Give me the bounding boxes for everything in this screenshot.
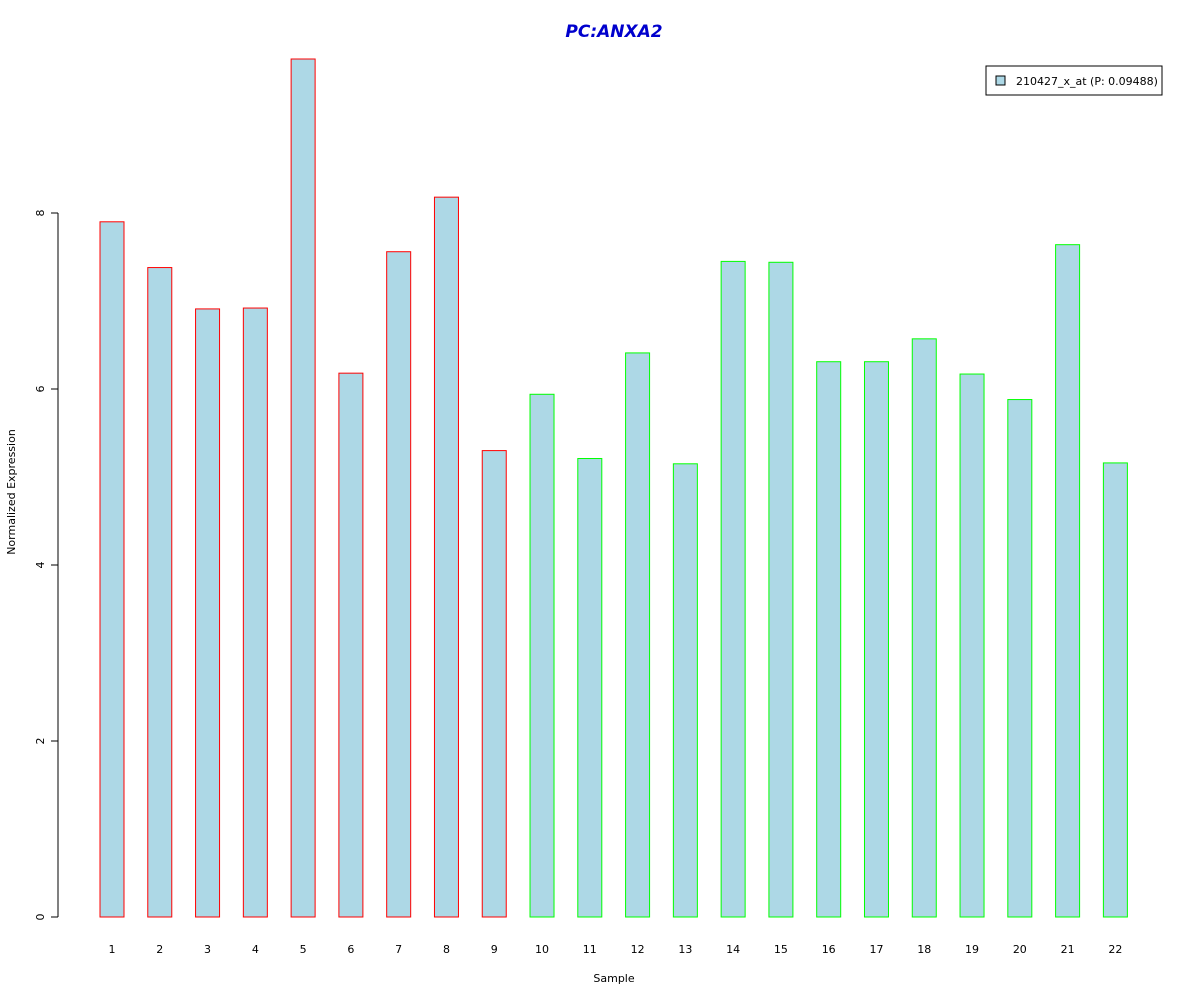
y-axis-label: Normalized Expression	[5, 429, 18, 555]
x-tick-label: 10	[535, 943, 549, 956]
bar-sample-14	[720, 260, 746, 918]
x-tick-label: 19	[965, 943, 979, 956]
bar-sample-19	[959, 373, 985, 918]
x-tick-label: 6	[347, 943, 354, 956]
bar-sample-12	[625, 352, 651, 918]
bar-sample-15	[768, 261, 794, 918]
x-tick-label: 17	[869, 943, 883, 956]
x-axis-tick-labels: 1 2 3 4 5 6 7 8 9 10 11 12 13 14 15 16 17 18 19 20 21 22	[109, 943, 1123, 956]
y-tick-label: 6	[34, 386, 47, 393]
x-tick-label: 9	[491, 943, 498, 956]
x-tick-label: 21	[1061, 943, 1075, 956]
y-axis-ticks: 0 2 4 6 8	[34, 210, 58, 921]
bar-sample-18	[911, 338, 937, 918]
y-tick-label: 4	[34, 562, 47, 569]
chart-title: PC:ANXA2	[565, 22, 662, 42]
legend-label: 210427_x_at (P: 0.09488)	[1016, 75, 1158, 88]
x-tick-label: 7	[395, 943, 402, 956]
x-tick-label: 2	[156, 943, 163, 956]
x-tick-label: 14	[726, 943, 740, 956]
x-tick-label: 22	[1108, 943, 1122, 956]
bar-sample-7	[386, 251, 412, 918]
legend-box	[985, 65, 1163, 96]
x-tick-label: 16	[822, 943, 836, 956]
bar-sample-20	[1007, 399, 1033, 918]
bar-sample-3	[195, 308, 221, 918]
legend-swatch	[995, 75, 1006, 86]
bar-sample-11	[577, 458, 603, 918]
x-tick-label: 4	[252, 943, 259, 956]
x-tick-label: 15	[774, 943, 788, 956]
y-tick-label: 0	[34, 914, 47, 921]
legend: 210427_x_at (P: 0.09488)	[985, 65, 1163, 96]
y-tick-label: 2	[34, 738, 47, 745]
x-tick-label: 1	[109, 943, 116, 956]
bar-sample-10	[529, 393, 555, 918]
x-tick-label: 12	[631, 943, 645, 956]
bar-sample-9	[481, 450, 507, 918]
x-tick-label: 8	[443, 943, 450, 956]
y-tick-label: 8	[34, 210, 47, 217]
bar-sample-6	[338, 372, 364, 918]
x-tick-label: 18	[917, 943, 931, 956]
x-tick-label: 11	[583, 943, 597, 956]
x-tick-label: 5	[300, 943, 307, 956]
x-tick-label: 13	[678, 943, 692, 956]
x-axis-label: Sample	[593, 972, 634, 985]
bars	[99, 58, 1128, 918]
bar-sample-21	[1055, 244, 1081, 918]
bar-sample-13	[672, 463, 698, 918]
bar-sample-2	[147, 267, 173, 918]
bar-sample-4	[242, 307, 268, 918]
bar-sample-17	[863, 361, 889, 918]
bar-sample-5	[290, 58, 316, 918]
x-tick-label: 3	[204, 943, 211, 956]
bar-sample-8	[433, 196, 459, 918]
bar-sample-1	[99, 221, 125, 918]
x-tick-label: 20	[1013, 943, 1027, 956]
bar-sample-16	[816, 361, 842, 918]
bar-sample-22	[1102, 462, 1128, 918]
